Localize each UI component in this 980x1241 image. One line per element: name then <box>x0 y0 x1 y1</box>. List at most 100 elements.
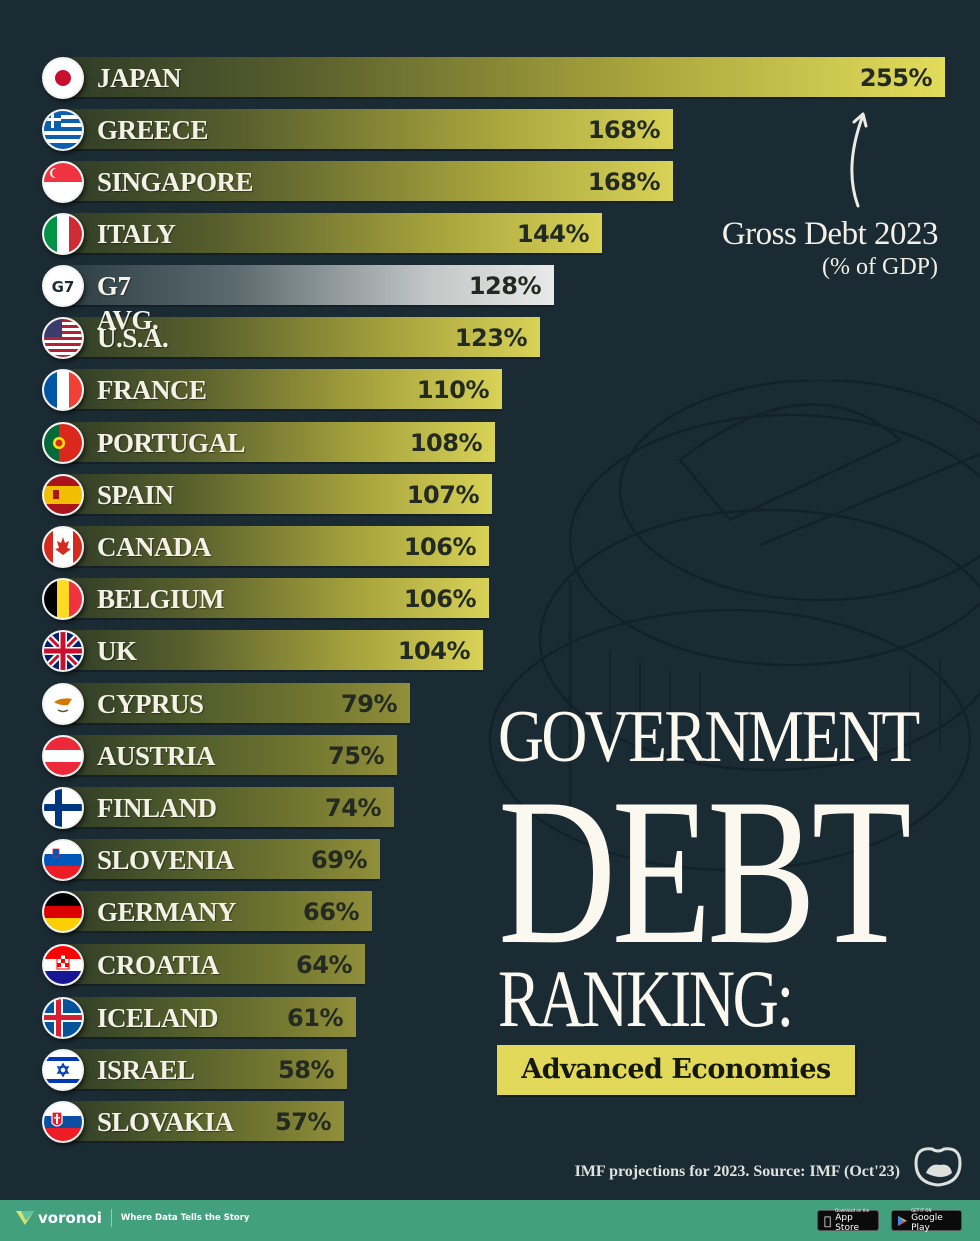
country-label: PORTUGAL <box>97 428 246 458</box>
country-label: SINGAPORE <box>97 167 254 197</box>
bar-italy <box>62 213 602 253</box>
country-label: SLOVENIA <box>97 845 235 875</box>
value-label: 74% <box>325 794 381 822</box>
slovenia-flag-icon <box>42 839 84 881</box>
google-play-icon <box>898 1215 908 1226</box>
country-label: FRANCE <box>97 375 207 405</box>
bar-cyprus <box>62 683 410 723</box>
value-label: 57% <box>275 1108 331 1136</box>
country-label: CYPRUS <box>97 689 204 719</box>
bar-slovakia <box>62 1101 344 1141</box>
google-play-small-text: GET IT ON <box>911 1208 932 1213</box>
bar-portugal <box>62 422 495 462</box>
bar-uk <box>62 630 483 670</box>
country-label: UK <box>97 636 137 666</box>
measure-annotation: Gross Debt 2023 (% of GDP) <box>721 215 939 281</box>
title-line-3: RANKING: <box>498 953 794 1044</box>
country-label: FINLAND <box>97 793 217 823</box>
bar-slovenia <box>62 839 380 879</box>
country-label: ISRAEL <box>97 1055 195 1085</box>
title-line-1: GOVERNMENT <box>498 696 920 778</box>
value-label: 104% <box>397 637 471 665</box>
annotation-title: Gross Debt 2023 <box>721 216 939 252</box>
brand-tagline: Where Data Tells the Story <box>120 1213 250 1223</box>
value-label: 106% <box>403 533 477 561</box>
voronoi-brand[interactable]: voronoi Where Data Tells the Story <box>16 1209 249 1227</box>
country-label: GERMANY <box>97 897 237 927</box>
bar-croatia <box>62 944 365 984</box>
bar-singapore <box>62 161 673 201</box>
bar-france <box>62 369 502 409</box>
croatia-flag-icon <box>42 944 84 986</box>
value-label: 168% <box>587 168 661 196</box>
bar-austria <box>62 735 397 775</box>
app-store-small-text: Download on the <box>828 1208 869 1213</box>
usa-flag-icon <box>42 317 84 359</box>
belgium-flag-icon <box>42 578 84 620</box>
country-label: SLOVAKIA <box>97 1107 234 1137</box>
value-label: 108% <box>409 429 483 457</box>
curved-arrow-icon <box>850 112 868 208</box>
austria-flag-icon <box>42 735 84 777</box>
value-label: 64% <box>296 951 352 979</box>
country-label: GREECE <box>97 115 209 145</box>
annotation-unit: (% of GDP) <box>822 254 938 280</box>
value-label: 69% <box>311 846 367 874</box>
source-note: IMF projections for 2023. Source: IMF (O… <box>574 1163 900 1180</box>
france-flag-icon <box>42 369 84 411</box>
footer-bar: voronoi Where Data Tells the Story  Dow… <box>0 1200 980 1241</box>
app-store-label: App Store <box>828 1213 859 1233</box>
canada-flag-icon <box>42 526 84 568</box>
value-label: 110% <box>416 376 490 404</box>
value-label: 66% <box>303 898 359 926</box>
value-label: 106% <box>403 585 477 613</box>
country-label: U.S.A. <box>97 323 169 353</box>
iceland-flag-icon <box>42 997 84 1039</box>
greece-flag-icon <box>42 109 84 151</box>
italy-flag-icon <box>42 213 84 255</box>
divider <box>110 1209 112 1227</box>
bar-iceland <box>62 997 356 1037</box>
cyprus-flag-icon <box>42 683 84 725</box>
voronoi-logo-icon <box>16 1211 34 1225</box>
title-line-2: DEBT <box>498 756 912 988</box>
israel-flag-icon <box>42 1049 84 1091</box>
country-label: G7 AVG. <box>97 271 159 335</box>
bar-japan <box>62 57 945 97</box>
country-label: CANADA <box>97 532 212 562</box>
subtitle-badge: Advanced Economies <box>497 1045 855 1095</box>
value-label: 144% <box>516 220 590 248</box>
singapore-flag-icon <box>42 161 84 203</box>
value-label: 58% <box>278 1056 334 1084</box>
germany-flag-icon <box>42 891 84 933</box>
bar-chart: JAPAN 255% GREECE 168% SINGAPORE 168% IT… <box>42 57 945 1143</box>
bar-g7-average <box>62 265 554 305</box>
country-label: JAPAN <box>97 63 181 93</box>
bar-spain <box>62 474 492 514</box>
bar-germany <box>62 891 372 931</box>
japan-flag-icon <box>42 57 84 99</box>
visual-capitalist-logo-icon <box>914 1147 962 1187</box>
value-label: 255% <box>859 64 933 92</box>
value-label: 168% <box>587 116 661 144</box>
svg-text:G7: G7 <box>52 278 75 296</box>
finland-flag-icon <box>42 787 84 829</box>
spain-flag-icon <box>42 474 84 516</box>
value-label: 128% <box>468 272 542 300</box>
value-label: 123% <box>454 324 528 352</box>
app-store-button[interactable]:  Download on the App Store <box>817 1208 879 1233</box>
value-label: 75% <box>328 742 384 770</box>
bar-finland <box>62 787 394 827</box>
country-label: BELGIUM <box>97 584 225 614</box>
bar-usa <box>62 317 540 357</box>
bar-israel <box>62 1049 347 1089</box>
apple-icon:  <box>824 1215 831 1227</box>
value-label: 107% <box>406 481 480 509</box>
bar-belgium <box>62 578 489 618</box>
country-label: CROATIA <box>97 950 220 980</box>
value-label: 61% <box>287 1004 343 1032</box>
portugal-flag-icon <box>42 422 84 464</box>
g7-badge-icon: G7 <box>42 265 84 307</box>
country-label: ITALY <box>97 219 176 249</box>
google-play-button[interactable]: GET IT ON Google Play <box>891 1208 962 1233</box>
